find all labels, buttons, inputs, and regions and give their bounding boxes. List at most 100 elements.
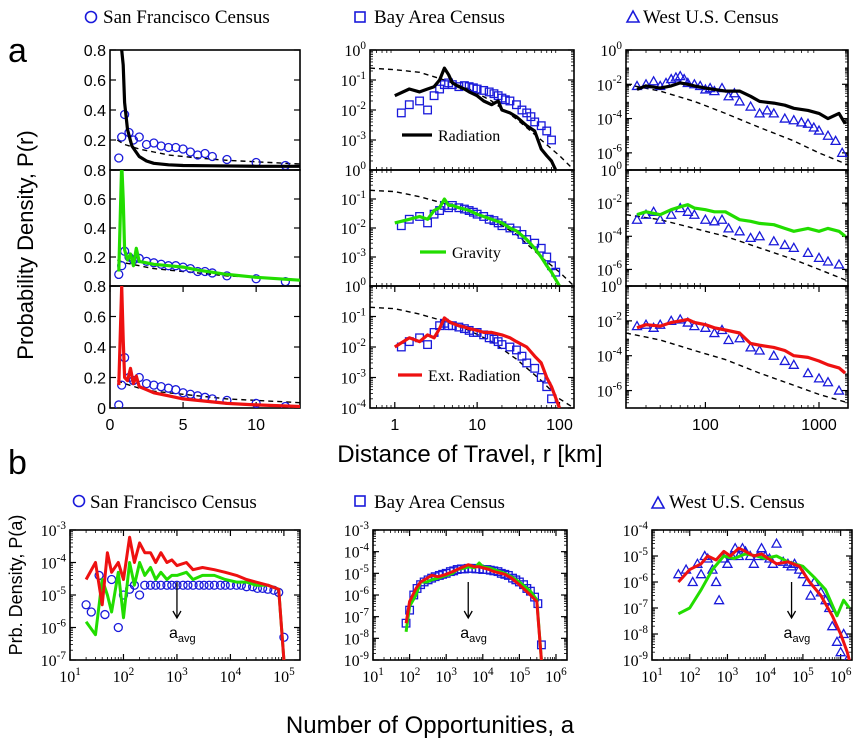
series-markers [396, 78, 556, 145]
data-point-triangle [779, 239, 791, 250]
y-tick-label: 10-7 [623, 598, 649, 618]
data-point-triangle [716, 213, 728, 224]
data-point-circle [183, 580, 193, 590]
a-avg-arrowhead [463, 610, 473, 620]
data-point-circle [106, 574, 117, 585]
series-line [84, 535, 286, 660]
series-line [636, 203, 847, 238]
y-tick-label: 10-6 [597, 259, 623, 279]
data-point-triangle [631, 213, 643, 224]
x-tick-label: 104 [472, 666, 494, 686]
data-point-triangle [733, 95, 746, 106]
data-point-square [479, 85, 489, 95]
y-tick-label: 0 [97, 401, 106, 418]
data-point-circle [141, 139, 152, 150]
data-point-square [472, 84, 482, 94]
legend-wus-b: West U.S. Census [650, 492, 805, 513]
y-tick-label: 0.6 [84, 73, 106, 90]
x-tick-label: 106 [830, 666, 852, 686]
data-point-triangle [788, 359, 800, 369]
plot-area: 0.2 0.4 0.6 0.8 0.2 0.4 0.6 0.8 0 0.2 0.4 0.6 0.8 0 5 1… [41, 40, 853, 686]
x-tick-label: 102 [679, 666, 701, 686]
model-legend-label: Gravity [452, 245, 501, 262]
data-point-triangle [753, 107, 766, 118]
series-area [114, 286, 300, 408]
series-line [636, 81, 847, 125]
chart-ba-ext: 100 10-1 10-2 10-3 10-4 1 10 100 Ext. Radiation [341, 276, 575, 434]
axis-frame [625, 285, 849, 409]
data-point-triangle [744, 341, 757, 352]
data-point-triangle [708, 327, 721, 338]
series-line [404, 563, 543, 660]
data-point-circle [163, 142, 174, 153]
data-point-triangle [836, 147, 848, 158]
y-tick-label: 10-4 [597, 108, 623, 128]
series-area [370, 189, 574, 286]
data-point-triangle [805, 589, 817, 600]
y-tick-label: 0.2 [84, 133, 106, 150]
chart-wus-ext: 100 10-2 10-4 10-6 100 1000 [597, 276, 849, 434]
y-tick-label: 10-4 [597, 226, 623, 246]
data-point-square [536, 121, 546, 131]
data-point-triangle [748, 558, 760, 568]
data-point-triangle [744, 232, 757, 243]
data-point-circle [141, 378, 152, 389]
data-point-triangle [761, 104, 773, 115]
data-point-circle [162, 580, 172, 590]
y-tick-label: 10-2 [597, 311, 622, 331]
data-point-square [500, 95, 510, 105]
data-point-square [423, 340, 433, 350]
data-point-square [530, 363, 540, 373]
data-point-triangle [755, 542, 768, 553]
y-tick-label: 10-2 [341, 218, 366, 238]
chart-sf-radiation: 0.2 0.4 0.6 0.8 [84, 43, 301, 171]
series-line [393, 316, 561, 408]
data-point-triangle [654, 213, 666, 224]
series-area [626, 202, 848, 282]
data-point-triangle [640, 78, 652, 89]
series-markers [114, 109, 291, 170]
y-tick-label: 10-9 [344, 650, 370, 670]
data-point-triangle [722, 334, 735, 345]
x-tick-label: 102 [399, 666, 421, 686]
series-area [370, 66, 574, 170]
x-tick-label: 1000 [801, 417, 837, 434]
data-point-triangle [640, 208, 652, 219]
x-tick-label: 103 [717, 666, 739, 686]
data-point-triangle [722, 222, 735, 233]
legend-wus-label: West U.S. Census [643, 7, 779, 28]
series-area [626, 70, 848, 166]
data-point-square [536, 243, 546, 253]
data-point-triangle [647, 75, 660, 86]
y-tick-label: 10-1 [341, 189, 366, 209]
chart-wus-gravity: 100 10-2 10-4 10-6 [597, 160, 849, 287]
data-point-triangle [768, 349, 780, 360]
data-point-circle [209, 580, 219, 590]
series-line [84, 561, 286, 660]
x-axis-title-a: Distance of Travel, r [km] [337, 441, 602, 468]
axis-frame [651, 529, 853, 661]
legend-ba-b: Bay Area Census [354, 492, 505, 513]
x-tick-label: 103 [435, 666, 457, 686]
series-markers [396, 200, 561, 277]
y-tick-label: 100 [344, 160, 366, 180]
a-avg-arrowhead [172, 610, 182, 620]
data-point-triangle [788, 114, 800, 125]
legend-sf-b: San Francisco Census [72, 492, 257, 513]
data-point-circle [134, 132, 144, 142]
y-tick-label: 10-2 [597, 74, 622, 94]
series-area [626, 313, 848, 404]
y-tick-label: 100 [344, 276, 366, 296]
fit-line [370, 306, 574, 408]
legend-square-marker [354, 495, 366, 507]
x-tick-label: 105 [509, 666, 531, 686]
a-avg-arrowhead [786, 610, 797, 620]
series-line [120, 50, 300, 168]
data-point-circle [114, 153, 124, 163]
data-point-circle [156, 141, 166, 151]
y-tick-label: 0.8 [84, 163, 106, 180]
y-tick-label: 0.6 [84, 192, 106, 209]
x-tick-label: 10 [468, 417, 486, 434]
data-point-triangle [688, 208, 701, 219]
